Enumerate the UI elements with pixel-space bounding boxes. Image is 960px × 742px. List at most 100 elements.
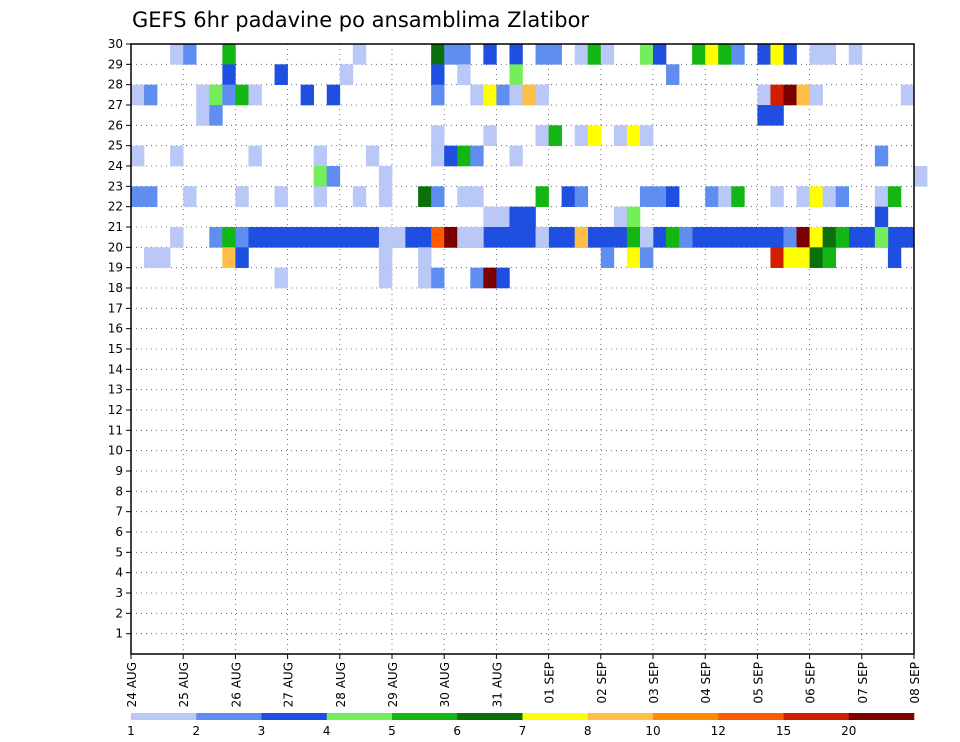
heatmap-cell	[313, 166, 328, 187]
x-tick-label: 31 AUG	[490, 662, 504, 707]
heatmap-cell	[496, 206, 510, 228]
heatmap-cell	[509, 206, 523, 228]
heatmap-cell	[600, 247, 615, 268]
heatmap-cell	[496, 267, 510, 289]
heatmap-cell	[535, 227, 549, 248]
colorbar-swatch	[131, 713, 197, 720]
x-tick-label: 05 SEP	[751, 662, 765, 704]
heatmap-cell	[783, 84, 797, 106]
heatmap-cell	[444, 145, 458, 167]
y-axis: 1234567891011121314151617181920212223242…	[108, 37, 131, 641]
heatmap-cell	[209, 84, 223, 106]
heatmap-cell	[483, 44, 497, 65]
colorbar-label: 8	[584, 724, 592, 738]
heatmap-cell	[522, 227, 536, 248]
y-tick-label: 10	[108, 444, 123, 458]
heatmap-cell	[157, 247, 171, 268]
colorbar-label: 5	[388, 724, 396, 738]
heatmap-cell	[705, 44, 719, 65]
heatmap-cell	[431, 64, 445, 85]
heatmap-cell	[809, 186, 823, 207]
heatmap-cell	[378, 186, 393, 207]
heatmap-cell	[483, 206, 497, 228]
heatmap-cell	[770, 84, 784, 106]
heatmap-cell	[392, 227, 406, 248]
x-tick-label: 04 SEP	[699, 662, 713, 704]
heatmap-cell	[144, 186, 158, 207]
heatmap-cell	[535, 186, 549, 207]
heatmap-cell	[470, 186, 484, 207]
colorbar-swatch	[783, 713, 850, 720]
y-tick-label: 18	[108, 281, 123, 295]
heatmap-cell	[874, 227, 889, 248]
heatmap-cell	[692, 227, 706, 248]
y-tick-label: 13	[108, 383, 123, 397]
heatmap-cell	[509, 84, 523, 106]
heatmap-cell	[496, 227, 510, 248]
heatmap-cell	[131, 145, 145, 167]
heatmap-cell	[744, 227, 758, 248]
heatmap-cell	[326, 84, 341, 106]
heatmap-cell	[339, 64, 354, 85]
heatmap-cell	[587, 44, 602, 65]
heatmap-cell	[222, 84, 236, 106]
heatmap-cell	[431, 125, 445, 146]
heatmap-cell	[483, 227, 497, 248]
heatmap-cell	[352, 186, 367, 207]
heatmap-cell	[535, 125, 549, 146]
heatmap-cell	[796, 186, 810, 207]
heatmap-cell	[587, 227, 602, 248]
heatmap-cell	[809, 84, 823, 106]
heatmap-cell	[313, 186, 328, 207]
colorbar-label: 10	[645, 724, 660, 738]
colorbar-swatch	[653, 713, 719, 720]
heatmap-cell	[848, 227, 863, 248]
grid	[131, 43, 914, 654]
colorbar-swatch	[457, 713, 523, 720]
heatmap-cell	[183, 44, 197, 65]
heatmap-cell	[535, 44, 549, 65]
heatmap-cell	[783, 44, 797, 65]
y-tick-label: 22	[108, 200, 123, 214]
heatmap-cell	[574, 227, 589, 248]
heatmap-cell	[496, 84, 510, 106]
heatmap-cell	[548, 125, 562, 146]
heatmap-cell	[666, 227, 680, 248]
heatmap-cell	[274, 227, 288, 248]
heatmap-cell	[887, 227, 902, 248]
x-axis: 24 AUG 25 AUG 26 AUG 27 AUG 28 AUG 29 AUG 30 A…	[125, 654, 922, 707]
heatmap-cell	[626, 247, 641, 268]
y-tick-label: 23	[108, 179, 123, 193]
heatmap-cell	[457, 44, 471, 65]
heatmap-cell	[339, 227, 354, 248]
heatmap-cell	[822, 186, 836, 207]
heatmap-cell	[248, 145, 262, 167]
colorbar-swatch	[848, 713, 915, 720]
y-tick-label: 4	[115, 566, 123, 580]
heatmap-cell	[574, 125, 589, 146]
heatmap-cell	[692, 44, 706, 65]
heatmap-cell	[561, 186, 575, 207]
heatmap-cell	[861, 227, 876, 248]
colorbar-label: 15	[776, 724, 791, 738]
heatmap-cell	[770, 105, 784, 126]
heatmap-cell	[483, 84, 497, 106]
heatmap-cell	[731, 227, 745, 248]
heatmap-cell	[418, 267, 432, 289]
heatmap-cell	[418, 227, 432, 248]
heatmap-cell	[222, 247, 236, 268]
heatmap-cell	[509, 145, 523, 167]
y-tick-label: 3	[115, 586, 123, 600]
heatmap-cell	[378, 247, 393, 268]
heatmap-cell	[770, 227, 784, 248]
colorbar-label: 7	[519, 724, 527, 738]
heatmap-cell	[770, 186, 784, 207]
heatmap-cell	[365, 145, 380, 167]
y-tick-label: 19	[108, 261, 123, 275]
heatmap-cell	[144, 247, 158, 268]
y-tick-label: 7	[115, 505, 123, 519]
heatmap-cell	[300, 84, 314, 106]
x-tick-label: 03 SEP	[647, 662, 661, 704]
heatmap-cells	[131, 44, 928, 289]
